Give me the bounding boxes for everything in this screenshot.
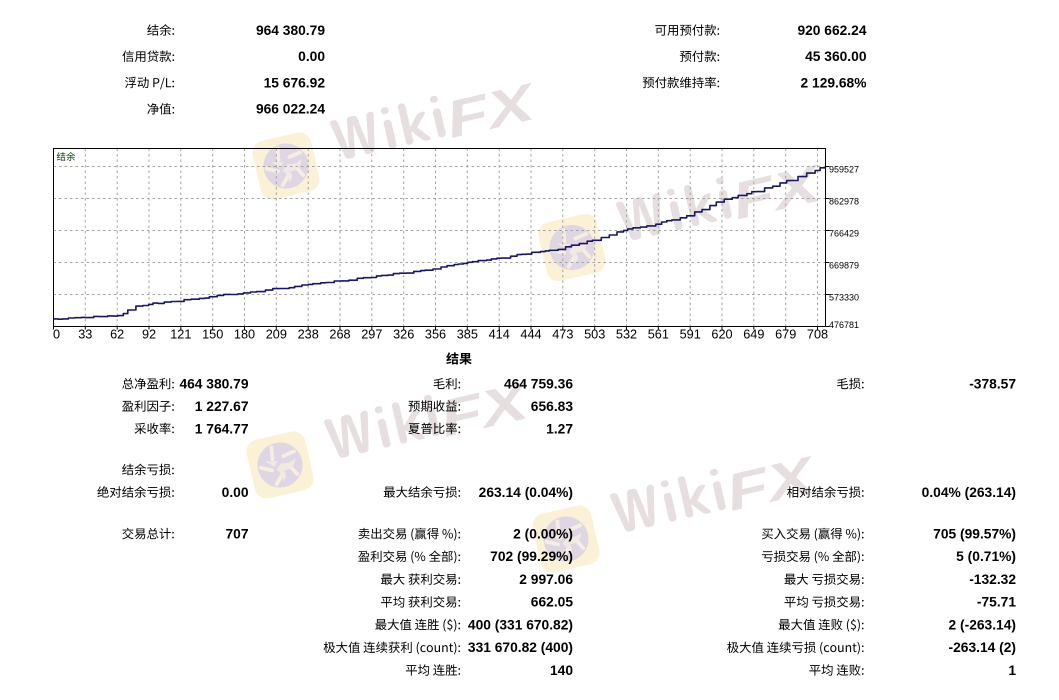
svg-text:1.27: 1.27 bbox=[546, 421, 573, 436]
svg-text:2 (-263.14): 2 (-263.14) bbox=[949, 617, 1017, 632]
svg-text:476781: 476781 bbox=[829, 320, 859, 330]
svg-text:532: 532 bbox=[616, 328, 637, 342]
svg-text:503: 503 bbox=[584, 328, 605, 342]
svg-text:5 (0.71%): 5 (0.71%) bbox=[956, 549, 1016, 564]
svg-text:669879: 669879 bbox=[829, 261, 859, 271]
svg-text:62: 62 bbox=[110, 328, 124, 342]
svg-text:656.83: 656.83 bbox=[531, 399, 574, 414]
svg-text:0: 0 bbox=[53, 328, 60, 342]
svg-text:561: 561 bbox=[648, 328, 669, 342]
svg-text:150: 150 bbox=[202, 328, 223, 342]
svg-text:662.05: 662.05 bbox=[531, 595, 574, 610]
svg-text:385: 385 bbox=[457, 328, 478, 342]
svg-text:0.00: 0.00 bbox=[222, 485, 249, 500]
svg-text:708: 708 bbox=[807, 328, 828, 342]
svg-text:180: 180 bbox=[234, 328, 255, 342]
svg-text:766429: 766429 bbox=[829, 229, 859, 239]
svg-text:331 670.82 (400): 331 670.82 (400) bbox=[468, 640, 573, 655]
svg-text:444: 444 bbox=[520, 328, 541, 342]
svg-text:121: 121 bbox=[170, 328, 191, 342]
svg-text:573330: 573330 bbox=[829, 293, 859, 303]
svg-text:862978: 862978 bbox=[829, 197, 859, 207]
svg-text:966 022.24: 966 022.24 bbox=[256, 102, 325, 117]
svg-text:707: 707 bbox=[225, 527, 248, 542]
svg-text:238: 238 bbox=[298, 328, 319, 342]
svg-text:414: 414 bbox=[489, 328, 510, 342]
svg-text:92: 92 bbox=[142, 328, 156, 342]
svg-text:140: 140 bbox=[550, 663, 573, 678]
svg-text:263.14 (0.04%): 263.14 (0.04%) bbox=[479, 485, 573, 500]
svg-text:705 (99.57%): 705 (99.57%) bbox=[933, 527, 1016, 542]
svg-text:45 360.00: 45 360.00 bbox=[805, 49, 867, 64]
svg-text:400 (331 670.82): 400 (331 670.82) bbox=[468, 617, 573, 632]
svg-text:2 129.68%: 2 129.68% bbox=[801, 75, 867, 90]
svg-text:15 676.92: 15 676.92 bbox=[264, 75, 326, 90]
svg-text:1 227.67: 1 227.67 bbox=[195, 399, 249, 414]
svg-text:464 759.36: 464 759.36 bbox=[504, 377, 573, 392]
svg-text:209: 209 bbox=[266, 328, 287, 342]
svg-text:964 380.79: 964 380.79 bbox=[256, 23, 325, 38]
svg-text:591: 591 bbox=[680, 328, 701, 342]
svg-text:-263.14 (2): -263.14 (2) bbox=[949, 640, 1017, 655]
svg-text:-132.32: -132.32 bbox=[969, 572, 1016, 587]
svg-text:297: 297 bbox=[361, 328, 382, 342]
svg-text:0.04% (263.14): 0.04% (263.14) bbox=[922, 485, 1016, 500]
svg-text:702 (99.29%): 702 (99.29%) bbox=[490, 549, 573, 564]
svg-text:0.00: 0.00 bbox=[298, 49, 325, 64]
svg-text:959527: 959527 bbox=[829, 165, 859, 175]
svg-text:326: 326 bbox=[393, 328, 414, 342]
svg-text:620: 620 bbox=[711, 328, 732, 342]
svg-text:473: 473 bbox=[552, 328, 573, 342]
svg-text:649: 649 bbox=[743, 328, 764, 342]
svg-text:-75.71: -75.71 bbox=[977, 595, 1016, 610]
svg-text:268: 268 bbox=[329, 328, 350, 342]
svg-text:464 380.79: 464 380.79 bbox=[179, 377, 248, 392]
svg-text:1 764.77: 1 764.77 bbox=[195, 421, 249, 436]
svg-text:2 997.06: 2 997.06 bbox=[519, 572, 573, 587]
svg-text:-378.57: -378.57 bbox=[969, 377, 1016, 392]
svg-text:2 (0.00%): 2 (0.00%) bbox=[513, 527, 573, 542]
svg-text:920 662.24: 920 662.24 bbox=[797, 23, 866, 38]
svg-text:679: 679 bbox=[775, 328, 796, 342]
svg-text:33: 33 bbox=[78, 328, 92, 342]
svg-text:1: 1 bbox=[1008, 663, 1016, 678]
svg-text:356: 356 bbox=[425, 328, 446, 342]
